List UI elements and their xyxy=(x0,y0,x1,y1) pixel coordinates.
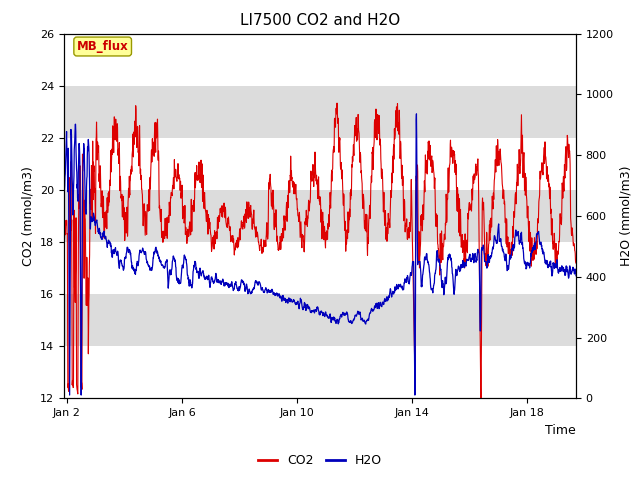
Y-axis label: H2O (mmol/m3): H2O (mmol/m3) xyxy=(620,166,632,266)
Legend: CO2, H2O: CO2, H2O xyxy=(253,449,387,472)
Y-axis label: CO2 (mmol/m3): CO2 (mmol/m3) xyxy=(22,166,35,266)
X-axis label: Time: Time xyxy=(545,424,576,437)
Bar xyxy=(64,86,576,138)
Title: LI7500 CO2 and H2O: LI7500 CO2 and H2O xyxy=(240,13,400,28)
Bar xyxy=(64,242,576,294)
Bar xyxy=(64,346,576,398)
Bar xyxy=(64,138,576,190)
Bar xyxy=(64,34,576,86)
Text: MB_flux: MB_flux xyxy=(77,40,129,53)
Bar xyxy=(64,294,576,346)
Bar xyxy=(64,190,576,242)
